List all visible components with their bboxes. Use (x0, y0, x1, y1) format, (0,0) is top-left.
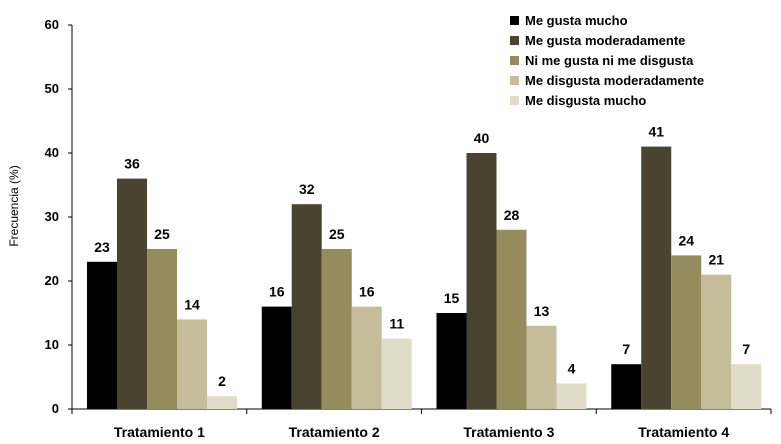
legend-label: Me disgusta mucho (525, 93, 646, 108)
data-label: 16 (359, 284, 375, 300)
data-label: 13 (534, 303, 550, 319)
axes: 0 10 20 30 40 50 60 Tratamiento 1 Tratamiento 2 T… (45, 17, 772, 440)
data-label: 32 (299, 181, 315, 197)
data-label: 11 (389, 316, 404, 332)
legend-label: Me gusta mucho (525, 13, 628, 28)
y-tick-label: 10 (45, 337, 59, 352)
data-label: 36 (124, 156, 140, 172)
data-label: 7 (742, 341, 750, 357)
bar (147, 249, 177, 409)
legend-swatch (510, 96, 519, 105)
data-label: 25 (154, 226, 170, 242)
data-label: 40 (474, 130, 490, 146)
data-label: 16 (269, 284, 285, 300)
bar (87, 261, 117, 409)
data-label: 4 (568, 360, 576, 376)
bar (671, 255, 702, 409)
x-tick-label: Tratamiento 4 (638, 424, 729, 440)
bar (381, 338, 412, 409)
bar (466, 153, 497, 409)
data-label: 21 (708, 252, 724, 268)
bar (496, 229, 527, 409)
data-label: 14 (184, 296, 200, 312)
bar (436, 313, 467, 409)
legend-swatch (510, 16, 519, 25)
y-tick-label: 30 (45, 209, 59, 224)
data-label: 24 (678, 232, 694, 248)
y-tick-label: 0 (52, 401, 59, 416)
bar (556, 383, 587, 409)
bar (351, 306, 382, 409)
data-label: 41 (648, 124, 664, 140)
legend-label: Me gusta moderadamente (525, 33, 685, 48)
y-tick-label: 60 (45, 17, 59, 32)
legend-label: Ni me gusta ni me disgusta (525, 53, 694, 68)
legend-label: Me disgusta moderadamente (525, 73, 704, 88)
bar (526, 325, 557, 409)
legend-swatch (510, 76, 519, 85)
y-tick-label: 50 (45, 81, 59, 96)
bar (207, 396, 237, 409)
y-tick-label: 20 (45, 273, 59, 288)
legend: Me gusta mucho Me gusta moderadamente Ni m… (510, 13, 704, 108)
bar (321, 249, 352, 409)
bar (261, 306, 292, 409)
bar (701, 274, 732, 409)
y-tick-label: 40 (45, 145, 59, 160)
data-label: 25 (329, 226, 345, 242)
bar (177, 319, 207, 409)
x-tick-label: Tratamiento 2 (289, 424, 380, 440)
data-label: 7 (622, 341, 630, 357)
x-tick-label: Tratamiento 3 (463, 424, 554, 440)
bars (87, 146, 762, 409)
data-label: 23 (94, 239, 110, 255)
bar (117, 178, 147, 409)
data-label: 2 (218, 373, 226, 389)
data-labels: 23 36 25 14 2 16 32 25 16 11 15 40 28 13 4 7 41 24 21 7 (94, 124, 750, 390)
bar (641, 146, 672, 409)
bar (611, 364, 642, 409)
x-tick-label: Tratamiento 1 (114, 424, 205, 440)
y-axis-label: Frecuencia (%) (7, 165, 21, 246)
data-label: 15 (444, 290, 460, 306)
data-label: 28 (504, 207, 520, 223)
legend-swatch (510, 36, 519, 45)
bar (291, 204, 322, 409)
legend-swatch (510, 56, 519, 65)
bar (731, 364, 762, 409)
